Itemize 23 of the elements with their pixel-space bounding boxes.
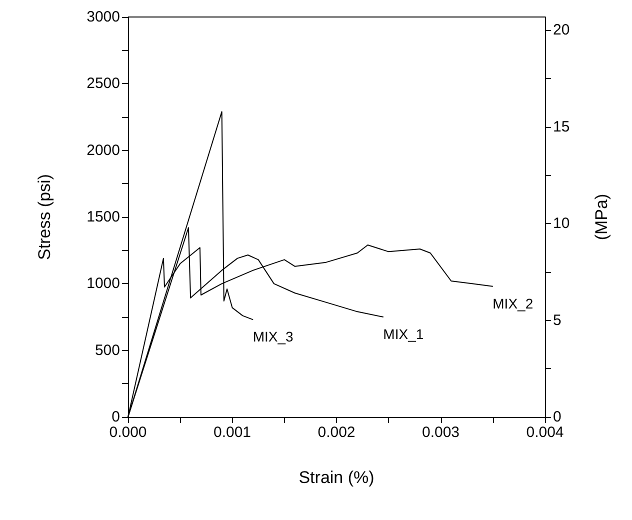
y-tick-label: 3000 [86,8,120,26]
y2-tick-label: 20 [553,22,570,39]
y2-tick-label: 0 [553,408,562,426]
series-label: MIX_3 [252,328,294,345]
y-tick-label: 1500 [86,208,120,226]
y-tick-label: 2500 [86,75,120,92]
y2-tick-label: 15 [553,118,570,136]
x-axis-title: Strain (%) [298,468,374,487]
y2-tick-label: 5 [553,312,562,329]
x-tick-label: 0.002 [318,424,356,441]
y-axis-title: Stress (psi) [35,174,54,260]
y-tick-label: 2000 [86,142,120,159]
y2-axis-title: (MPa) [592,194,611,240]
x-tick-label: 0.003 [422,424,460,441]
y-tick-label: 500 [94,342,120,359]
series-label: MIX_1 [383,326,424,342]
x-tick-label: 0.001 [213,424,252,441]
y2-tick-label: 10 [553,215,570,232]
series-label: MIX_2 [492,295,534,312]
x-tick-label: 0.000 [109,424,147,441]
y-tick-label: 1000 [86,275,120,292]
x-tick-label: 0.004 [526,424,564,441]
y-tick-label: 0 [112,408,120,426]
